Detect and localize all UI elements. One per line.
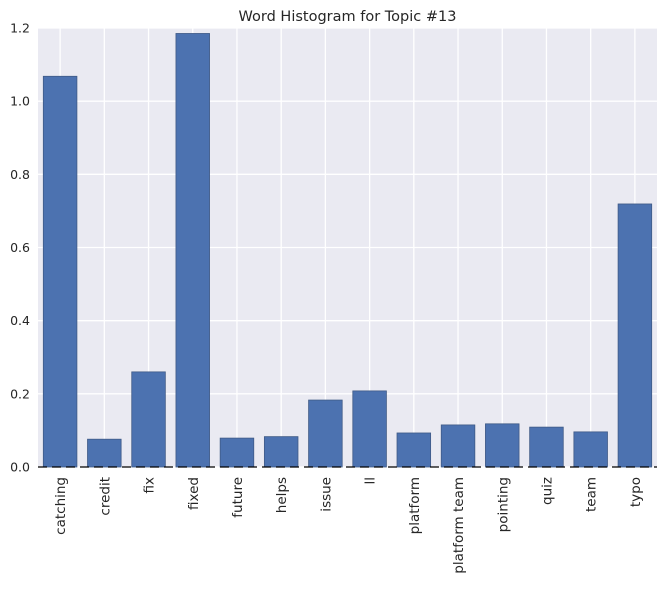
bar-ll [352,390,387,468]
bar-pointing [485,423,520,468]
y-tick-label: 0.6 [10,240,30,255]
x-tick-label: team [584,477,600,512]
chart-title: Word Histogram for Topic #13 [239,9,457,25]
x-tick-label: future [230,477,246,518]
bar-fix [131,371,166,468]
bar-catching [42,75,78,468]
y-tick-label: 1.2 [10,21,30,36]
x-tick-label: issue [318,477,334,512]
x-axis-ticks: catching credit fix fixed future helps issue ll… [53,477,644,574]
bar-typo [617,203,653,468]
y-tick-label: 0.8 [10,167,30,182]
y-axis-ticks: 0.0 0.2 0.4 0.6 0.8 1.0 1.2 [10,21,30,475]
x-tick-label: typo [628,477,644,507]
y-tick-label: 1.0 [10,94,30,109]
bar-team [573,431,608,468]
y-tick-label: 0.0 [10,460,30,475]
bar-issue [308,399,343,468]
bar-platform [396,432,432,468]
x-tick-label: platform team [451,477,467,574]
x-tick-label: fixed [186,477,202,510]
x-tick-label: catching [53,477,69,535]
x-tick-label: helps [274,477,290,513]
y-tick-label: 0.2 [10,386,30,401]
bar-quiz [529,426,564,468]
bar-platform-team [440,424,476,468]
x-tick-label: fix [142,477,158,494]
bar-credit [87,438,122,468]
bar-helps [263,436,299,468]
x-tick-label: ll [363,477,379,485]
y-tick-label: 0.4 [10,313,30,328]
x-tick-label: platform [407,477,423,534]
bar-future [219,437,255,468]
x-tick-label: quiz [539,477,555,505]
bars [42,33,653,468]
x-tick-label: pointing [495,477,511,532]
bar-fixed [175,33,210,468]
x-tick-label: credit [97,477,113,516]
